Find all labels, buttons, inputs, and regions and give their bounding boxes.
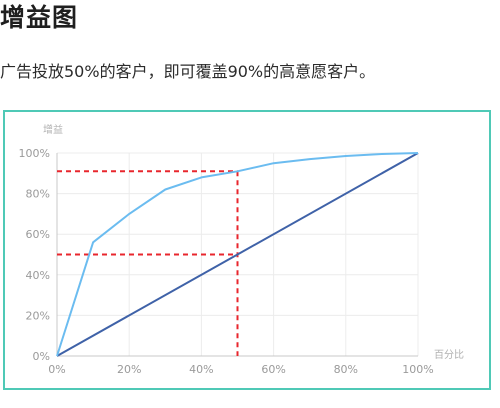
gain-chart-card: 0% 20% 40% 60% 80% 100% 0% 20% 40% 60% 80% 100% 增益 … xyxy=(3,110,491,390)
y-axis-title: 增益 xyxy=(43,123,63,136)
y-tick-label: 80% xyxy=(26,188,50,201)
series-group xyxy=(56,152,419,357)
y-tick-label: 60% xyxy=(26,228,50,241)
gain-chart: 0%20%40%60%80%100%0% 20% 40% 60% 80% 100% 增益 … xyxy=(19,123,464,376)
page-title: 增益图 xyxy=(0,3,79,32)
x-tick-label: 60% xyxy=(261,363,285,376)
y-tick-label: 0% xyxy=(33,350,50,363)
tick-labels: 0% 20% 40% 60% 80% 100% 0% 20% 40% 60% 80% 100% xyxy=(19,147,434,376)
x-tick-label: 100% xyxy=(402,363,433,376)
baseline-diagonal-line xyxy=(56,152,419,357)
y-tick-label: 20% xyxy=(26,309,50,322)
gain-curve-line xyxy=(56,152,419,357)
x-tick-label: 20% xyxy=(117,363,141,376)
x-tick-label: 0% xyxy=(48,363,65,376)
x-tick-label: 80% xyxy=(334,363,358,376)
x-axis-title: 百分比 xyxy=(434,349,464,361)
page-description: 广告投放50%的客户，即可覆盖90%的高意愿客户。 xyxy=(0,62,376,81)
reference-lines xyxy=(57,170,239,356)
x-tick-label: 40% xyxy=(189,363,213,376)
y-tick-label: 40% xyxy=(26,269,50,282)
y-tick-label: 100% xyxy=(19,147,50,160)
